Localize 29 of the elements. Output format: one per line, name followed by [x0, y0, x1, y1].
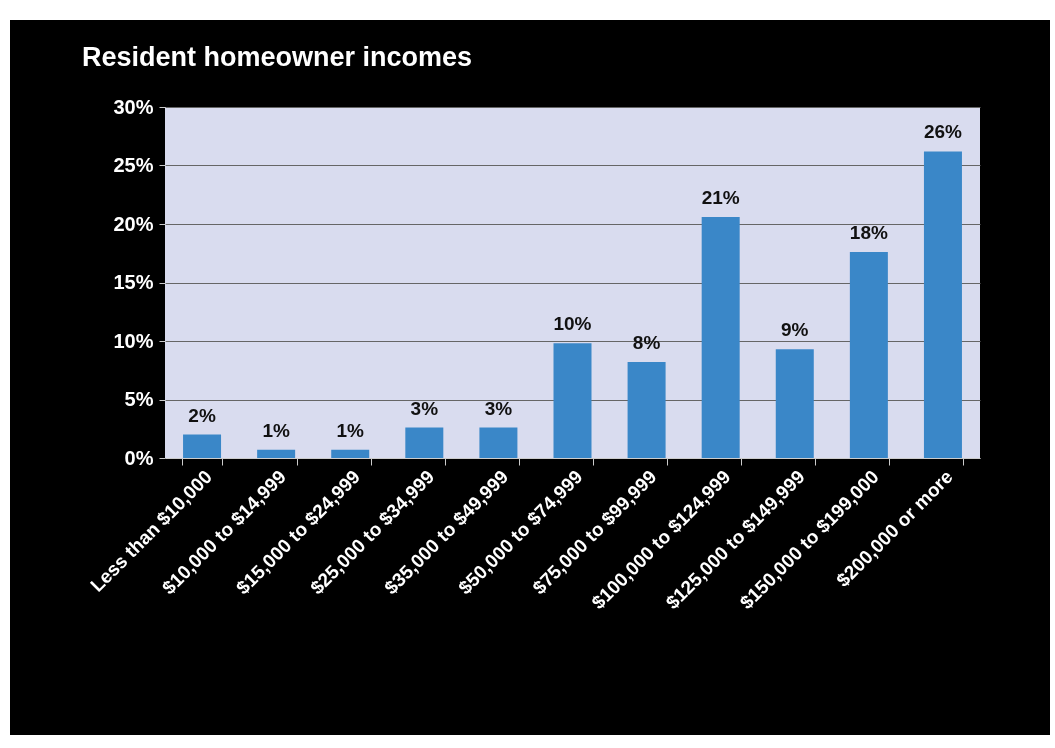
data-label: 21%: [701, 186, 740, 208]
bar: [627, 362, 666, 458]
y-tick-label: 15%: [113, 271, 154, 293]
data-label: 3%: [484, 397, 513, 419]
data-label: 3%: [410, 397, 439, 419]
y-tick-label: 0%: [124, 446, 154, 469]
data-label: 2%: [188, 404, 216, 426]
bar: [331, 449, 370, 458]
bar: [405, 427, 444, 458]
bar: [701, 216, 740, 458]
bar: [849, 252, 888, 458]
data-label: 9%: [781, 319, 809, 341]
bar: [479, 427, 518, 458]
bar: [553, 343, 592, 458]
data-label: 1%: [336, 419, 365, 441]
bar: [923, 151, 962, 458]
data-label: 10%: [553, 313, 592, 335]
data-label: 18%: [849, 222, 888, 244]
bar: [257, 449, 296, 458]
bar: [183, 434, 222, 458]
y-tick-label: 10%: [113, 329, 154, 352]
y-tick-label: 30%: [113, 95, 154, 118]
y-tick-label: 5%: [124, 388, 154, 410]
data-label: 26%: [923, 121, 963, 143]
y-tick-label: 20%: [113, 212, 154, 235]
bar: [775, 349, 814, 458]
y-tick-label: 25%: [113, 154, 154, 176]
data-label: 1%: [262, 419, 290, 441]
chart-title: Resident homeowner incomes: [82, 42, 473, 72]
